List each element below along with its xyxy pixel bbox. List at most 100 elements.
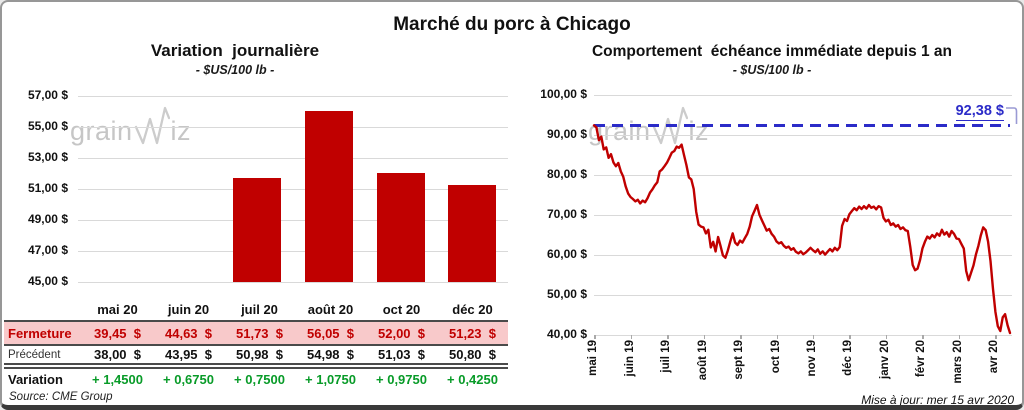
line-gridline [594,255,1012,256]
x-axis-tick [849,335,851,339]
line-gridline [594,175,1012,176]
x-tick-label: févr 20 [915,340,928,378]
x-axis-tick [995,335,997,339]
x-tick-label: janv 20 [878,340,891,379]
row-label-precedent: Précédent [8,348,61,361]
bar-y-tick-label: 49,00 $ [27,212,68,226]
fermeture-value: 51,23 $ [449,325,496,341]
table-row-variation: Variation + 1,4500 + 0,6750 + 0,7500 + 1… [4,369,508,389]
table-row-fermeture: Fermeture 39,45 $ 44,63 $ 51,73 $ 56,05 … [4,320,508,346]
line-chart-subtitle: - $US/100 lb - [732,63,812,77]
table-row-precedent: Précédent 38,00 $ 43,95 $ 50,98 $ 54,98 … [4,346,508,363]
fermeture-value: 51,73 $ [236,325,283,341]
variation-value: + 0,9750 [376,371,427,387]
updated-label: Mise à jour: mer 15 avr 2020 [861,393,1014,407]
x-tick-label: juil 19 [660,340,672,373]
x-axis-tick [630,335,632,339]
grainwiz-watermark: grain iz [588,106,709,145]
x-axis-tick [812,335,815,339]
x-axis-tick [667,335,669,339]
line-chart-title: Comportement échéance immédiate depuis 1… [591,43,953,60]
column-header-mai20: mai 20 [97,301,138,317]
x-tick-label: oct 19 [769,340,782,374]
precedent-value: 43,95 $ [165,347,212,362]
x-axis-tick [922,335,924,339]
grainwiz-logo-icon [134,106,170,145]
reference-value-label: 92,38 $ [955,103,1004,121]
table-double-divider [4,363,508,369]
variation-value: + 1,4500 [92,371,143,387]
reference-callout-icon [1006,107,1018,124]
line-y-tick-label: 40,00 $ [546,327,587,341]
bar-y-tick-label: 57,00 $ [27,88,68,102]
x-axis-tick [740,335,742,339]
line-y-tick-label: 90,00 $ [546,127,587,141]
line-gridline [594,135,1012,136]
fermeture-value: 52,00 $ [378,325,425,341]
bar-gridline [78,158,508,159]
x-tick-label: avr 20 [988,340,1001,374]
row-label-variation: Variation [8,371,63,387]
x-tick-label: mai 19 [587,340,599,376]
x-tick-label: déc 19 [842,340,855,376]
grainwiz-watermark: grain iz [70,106,191,145]
line-y-tick-label: 60,00 $ [546,247,587,261]
bar-août 20 [304,111,353,282]
variation-value: + 0,4250 [447,371,498,387]
source-label: Source: CME Group [9,391,113,403]
bar-y-tick-label: 53,00 $ [27,150,68,164]
variation-value: + 1,0750 [305,371,356,387]
bar-gridline [78,251,508,252]
x-tick-label: nov 19 [805,340,818,377]
bar-gridline [78,282,508,283]
line-chart-svg [592,124,1012,335]
x-tick-label: sept 19 [733,340,745,380]
precedent-value: 50,98 $ [236,347,283,362]
bar-y-tick-label: 51,00 $ [27,181,68,195]
bar-chart-subtitle: - $US/100 lb - [195,63,275,77]
line-y-tick-label: 70,00 $ [546,207,587,221]
line-y-tick-label: 80,00 $ [546,167,587,181]
watermark-text-iz: iz [170,116,192,146]
column-header-dec20: déc 20 [452,301,493,317]
bar-y-tick-label: 47,00 $ [27,243,68,257]
line-gridline [594,335,1012,336]
bar-gridline [78,96,508,97]
x-axis-tick [703,335,705,339]
column-header-juin20: juin 20 [167,301,210,317]
x-axis-tick [885,335,888,339]
x-tick-label: mars 20 [951,340,964,384]
variation-value: + 0,6750 [163,371,214,387]
bar-oct 20 [376,173,425,282]
precedent-value: 50,80 $ [449,347,496,362]
bar-y-tick-label: 55,00 $ [27,119,68,133]
precedent-value: 54,98 $ [307,347,354,362]
x-axis-tick [594,335,596,339]
row-label-fermeture: Fermeture [8,325,72,341]
page-title: Marché du porc à Chicago [393,14,631,35]
watermark-text-grain: grain [70,116,133,146]
column-header-oct20: oct 20 [382,301,421,317]
grainwiz-logo-icon [652,106,688,145]
line-y-tick-label: 50,00 $ [546,287,587,301]
bar-gridline [78,189,508,190]
fermeture-value: 39,45 $ [94,325,141,341]
column-header-aout20: août 20 [307,301,354,317]
variation-value: + 0,7500 [234,371,285,387]
bar-y-tick-label: 45,00 $ [27,274,68,288]
fermeture-value: 44,63 $ [165,325,212,341]
x-tick-label: juin 19 [623,340,636,377]
column-header-juil20: juil 20 [241,301,278,317]
x-axis-tick [958,335,961,339]
bar-gridline [78,127,508,128]
line-gridline [594,215,1012,216]
x-axis-tick [776,335,778,339]
bar-gridline [78,220,508,221]
fermeture-value: 56,05 $ [307,325,354,341]
bar-juil 20 [233,178,282,282]
precedent-value: 51,03 $ [378,347,425,362]
precedent-value: 38,00 $ [94,347,141,362]
table-header-row: mai 20 juin 20 juil 20 août 20 oct 20 dé… [4,298,508,320]
bar-déc 20 [448,185,497,282]
